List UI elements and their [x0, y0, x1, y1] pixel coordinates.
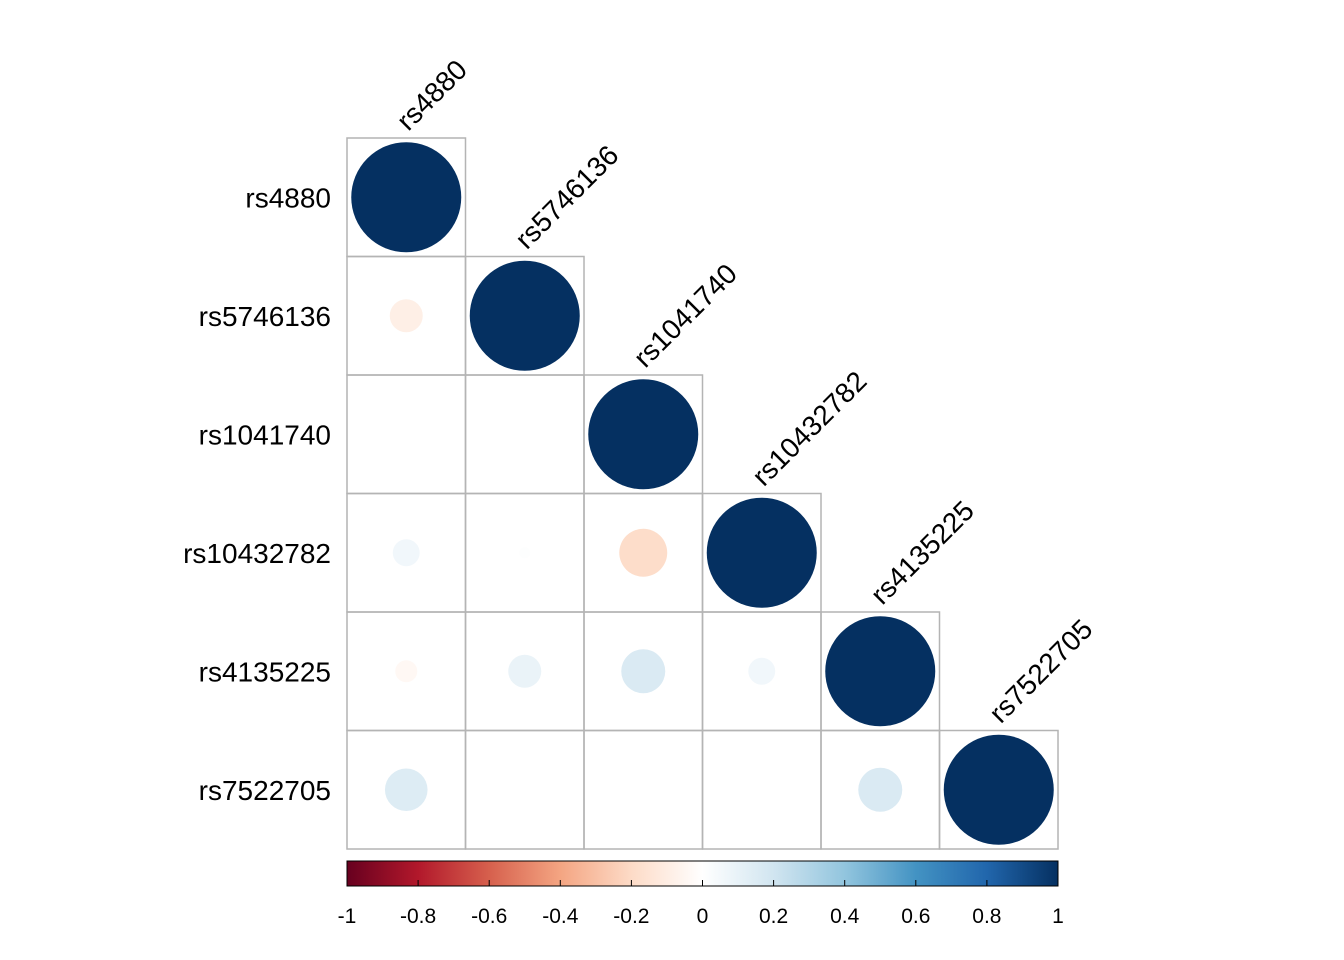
colorbar-tick-label: 0 — [697, 905, 709, 928]
circle-rs4880-rs4880 — [351, 142, 462, 253]
colorbar-tick-label: -0.4 — [542, 905, 579, 928]
column-label-rs4135225: rs4135225 — [865, 495, 981, 611]
row-label-rs5746136: rs5746136 — [199, 301, 331, 332]
row-labels: rs4880 rs5746136 rs1041740 rs10432782 rs4135… — [183, 182, 331, 806]
circle-rs4135225-rs5746136 — [508, 654, 542, 688]
row-label-rs7522705: rs7522705 — [199, 775, 331, 806]
colorbar-tick-label: 0.2 — [759, 905, 788, 928]
circle-rs10432782-rs10432782 — [706, 497, 817, 608]
colorbar-tick-label: -0.6 — [471, 905, 507, 928]
row-label-rs10432782: rs10432782 — [183, 538, 331, 569]
circle-rs4135225-rs10432782 — [748, 657, 776, 685]
correlation-circles — [351, 142, 1054, 845]
colorbar-tick-label: -1 — [338, 905, 357, 928]
column-labels: rs4880 rs5746136rs1041740rs10432782rs4135… — [391, 54, 1099, 729]
circle-rs4135225-rs4880 — [395, 660, 418, 683]
circle-rs7522705-rs4135225 — [858, 767, 903, 812]
column-label-rs4880: rs4880 — [391, 54, 473, 136]
colorbar-tick-label: -0.2 — [613, 905, 649, 928]
colorbar-tick-label: 0.6 — [901, 905, 930, 928]
colorbar-tick-label: -0.8 — [400, 905, 436, 928]
cell-rs7522705-rs10432782 — [701, 729, 822, 850]
cell-grid — [346, 137, 1059, 850]
cell-rs7522705-rs5746136 — [464, 729, 585, 850]
circle-rs10432782-rs5746136 — [519, 547, 531, 559]
circle-rs1041740-rs1041740 — [588, 379, 699, 490]
color-legend: -1 -0.8 -0.6 -0.4 -0.2 0 0.2 0.4 0.6 0.8 1 — [338, 860, 1064, 928]
colorbar-ticks: -1 -0.8 -0.6 -0.4 -0.2 0 0.2 0.4 0.6 0.8 1 — [338, 880, 1064, 928]
circle-rs10432782-rs4880 — [392, 539, 420, 567]
cell-rs7522705-rs7522705 — [938, 729, 1059, 850]
colorbar-tick-label: 0.8 — [972, 905, 1001, 928]
column-label-rs5746136: rs5746136 — [509, 139, 625, 255]
column-label-rs10432782: rs10432782 — [746, 365, 873, 492]
row-label-rs4135225: rs4135225 — [199, 656, 331, 687]
cell-rs1041740-rs4880 — [346, 374, 467, 495]
circle-rs7522705-rs7522705 — [943, 734, 1054, 845]
column-label-rs7522705: rs7522705 — [983, 613, 1099, 729]
colorbar-tick-label: 0.4 — [830, 905, 860, 928]
circle-rs5746136-rs4880 — [389, 299, 423, 333]
cell-rs7522705-rs1041740 — [583, 729, 704, 850]
circle-rs10432782-rs1041740 — [619, 528, 668, 577]
row-label-rs1041740: rs1041740 — [199, 419, 331, 450]
circle-rs5746136-rs5746136 — [469, 260, 580, 371]
circle-rs4135225-rs1041740 — [621, 649, 666, 694]
colorbar-tick-label: 1 — [1052, 905, 1064, 928]
cell-rs1041740-rs5746136 — [464, 374, 585, 495]
row-label-rs4880: rs4880 — [245, 182, 331, 213]
column-label-rs1041740: rs1041740 — [628, 258, 744, 374]
circle-rs4135225-rs4135225 — [825, 616, 936, 727]
circle-rs7522705-rs4880 — [384, 768, 428, 812]
